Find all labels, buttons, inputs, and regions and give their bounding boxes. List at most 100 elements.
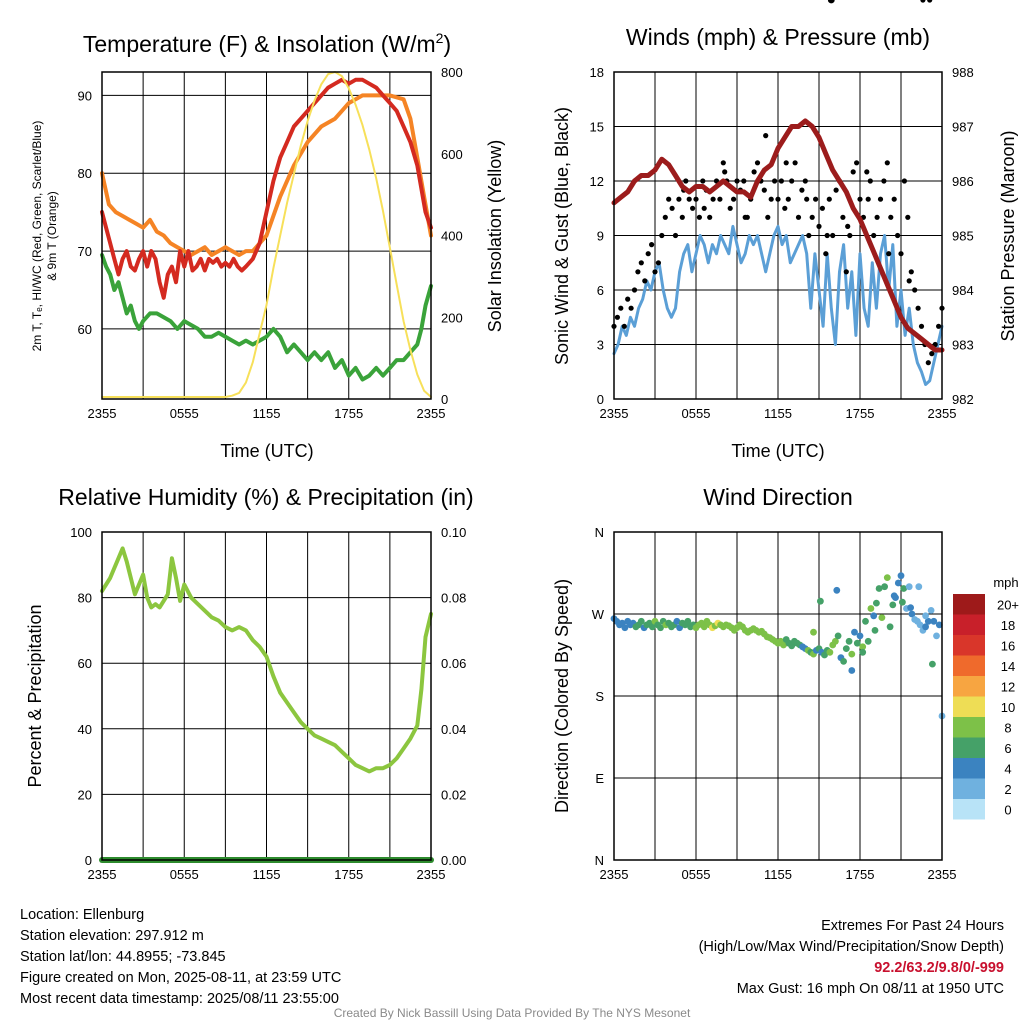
colorbar-label: 2	[1004, 782, 1011, 797]
winds-xtick-label: 0555	[682, 406, 711, 421]
winds-xtick-label: 2355	[928, 406, 957, 421]
wind-direction-ylabel: Direction (Colored By Speed)	[552, 579, 572, 813]
colorbar-label: 8	[1004, 720, 1011, 735]
wind-series-line	[612, 224, 944, 386]
direction-point	[833, 586, 841, 594]
gust-point	[700, 178, 706, 184]
direction-point	[871, 627, 879, 634]
colorbar-label: 0	[1004, 802, 1011, 817]
gust-point	[804, 196, 810, 202]
colorbar-label: 18	[1001, 618, 1015, 633]
direction-point	[621, 624, 629, 632]
colorbar-label: 4	[1004, 761, 1011, 776]
rh-series-line	[100, 546, 433, 774]
humidity-panel-title: Relative Humidity (%) & Precipitation (i…	[58, 484, 473, 510]
direction-point	[845, 637, 853, 645]
direction-point	[875, 585, 883, 592]
colorbar-swatch	[953, 635, 985, 656]
direction-point	[908, 610, 916, 618]
direction-point	[862, 617, 869, 625]
humidity-panel: Relative Humidity (%) & Precipitation (i…	[25, 484, 474, 882]
gust-point	[864, 169, 870, 175]
gust-point	[918, 323, 925, 329]
gust-point	[731, 196, 737, 202]
wind-direction-xtick-label: 2355	[600, 867, 629, 882]
temperature-xlabel: Time (UTC)	[220, 441, 313, 461]
gust-point	[768, 196, 774, 202]
gust-point	[845, 223, 851, 229]
winds-xlabel: Time (UTC)	[731, 441, 824, 461]
solar-series-line	[101, 71, 432, 398]
gust-point	[824, 232, 830, 239]
direction-point	[907, 604, 914, 611]
gust-point	[772, 178, 778, 184]
gust-point	[881, 178, 887, 184]
direction-point	[916, 621, 924, 629]
colorbar-label: 14	[1001, 659, 1015, 674]
gust-point	[891, 196, 897, 202]
direction-point	[859, 648, 867, 656]
winds-xtick-label: 1155	[764, 406, 792, 421]
winds-y2tick-label: 988	[952, 65, 974, 80]
gust-point	[783, 160, 789, 166]
colorbar-swatch	[953, 778, 985, 799]
direction-point	[905, 583, 913, 591]
temperature-y2tick-label: 0	[441, 392, 448, 407]
winds-ytick-label: 0	[597, 392, 604, 407]
winds-y2tick-label: 982	[952, 392, 974, 407]
gust-point	[741, 178, 747, 184]
gust-point	[734, 178, 740, 184]
gust-point	[621, 323, 627, 329]
gust-point	[877, 196, 884, 202]
direction-point	[929, 660, 936, 668]
gust-point	[816, 223, 822, 229]
gust-point	[763, 133, 769, 139]
gust-point	[802, 178, 808, 184]
gust-point	[813, 196, 819, 202]
gust-point	[857, 196, 863, 202]
temperature-xtick-label: 2355	[88, 406, 117, 421]
winds-ytick-label: 3	[597, 338, 604, 353]
gust-point	[867, 178, 873, 184]
gust-point	[631, 287, 638, 293]
gust-point	[929, 351, 935, 357]
gust-point	[707, 214, 713, 220]
gust-point	[884, 160, 890, 166]
direction-point	[870, 612, 878, 620]
direction-point	[922, 612, 929, 620]
winds-xtick-label: 1755	[846, 406, 875, 421]
humidity-ytick-label: 100	[70, 525, 92, 540]
gust-point	[785, 196, 791, 202]
temperature-y2tick-label: 400	[441, 229, 463, 244]
humidity-ylabel-left: Percent & Precipitation	[25, 604, 45, 787]
winds-ytick-label: 18	[590, 65, 604, 80]
direction-point	[878, 614, 886, 621]
colorbar-title: mph	[993, 575, 1018, 590]
humidity-xtick-label: 2355	[88, 867, 117, 882]
gust-point	[865, 196, 871, 202]
colorbar-swatch	[953, 717, 985, 738]
gust-point	[649, 242, 655, 248]
direction-point	[657, 624, 664, 632]
temperature-ytick-label: 80	[78, 166, 92, 181]
winds-ticks: 2355 0555 1155 1755 235503691215189829839849…	[590, 65, 974, 421]
extremes-values: 92.2/63.2/9.8/0/-999	[874, 960, 1004, 976]
direction-point	[915, 583, 923, 591]
gust-point	[912, 287, 918, 293]
direction-point	[890, 592, 898, 600]
direction-point	[859, 643, 867, 651]
temperature-xtick-label: 1155	[253, 406, 281, 421]
credit-line: Created By Nick Bassill Using Data Provi…	[333, 1006, 691, 1020]
direction-point	[780, 641, 787, 649]
humidity-xtick-label: 0555	[170, 867, 199, 882]
colorbar-label: 6	[1004, 741, 1011, 756]
winds-panel: Winds (mph) & Pressure (mb) 2355 0555 1155…	[552, 0, 1018, 461]
temperature-ytick-label: 90	[78, 88, 92, 103]
gust-point	[701, 205, 707, 211]
temperature-panel-title: Temperature (F) & Insolation (W/m2)	[83, 30, 451, 57]
winds-y2tick-label: 985	[952, 229, 974, 244]
humidity-ytick-label: 0	[85, 853, 92, 868]
gust-point	[920, 0, 926, 3]
